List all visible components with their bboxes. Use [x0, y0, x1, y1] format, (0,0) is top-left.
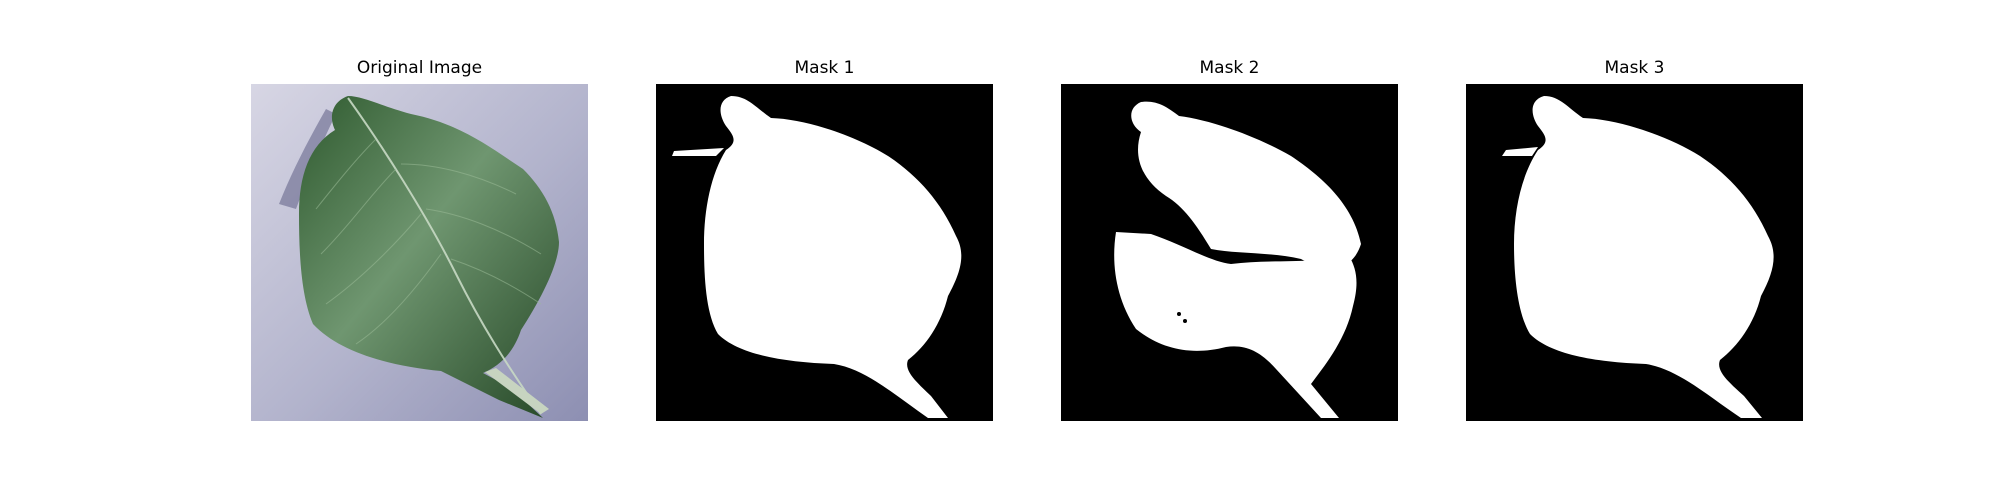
leaf-midrib — [347, 97, 542, 415]
mask-3-stray-region — [1502, 147, 1538, 156]
mask-1-leaf-region — [704, 96, 962, 418]
mask-1-stray-region — [672, 148, 724, 156]
mask-1-title: Mask 1 — [794, 58, 855, 78]
mask-1-panel: Mask 1 — [656, 58, 993, 421]
original-image-title: Original Image — [356, 58, 483, 78]
mask-2-lower-region — [1114, 232, 1357, 418]
leaf-veins — [315, 138, 542, 345]
mask-2-speck-b — [1183, 319, 1187, 323]
leaf-body — [299, 96, 559, 418]
original-image-panel: Original Image — [251, 58, 588, 421]
mask-1-image — [656, 84, 993, 421]
mask-3-leaf-region — [1514, 96, 1774, 418]
leaf-stem — [485, 368, 549, 414]
leaf-shadow — [279, 109, 336, 209]
mask-2-title: Mask 2 — [1199, 58, 1260, 78]
mask-2-upper-region — [1131, 101, 1361, 269]
mask-3-image — [1466, 84, 1803, 421]
mask-2-speck-c — [1309, 257, 1313, 261]
mask-2-speck-a — [1177, 312, 1181, 316]
mask-3-title: Mask 3 — [1604, 58, 1665, 78]
original-leaf-photo — [251, 84, 588, 421]
mask-3-panel: Mask 3 — [1466, 58, 1803, 421]
mask-2-panel: Mask 2 — [1061, 58, 1398, 421]
mask-2-image — [1061, 84, 1398, 421]
